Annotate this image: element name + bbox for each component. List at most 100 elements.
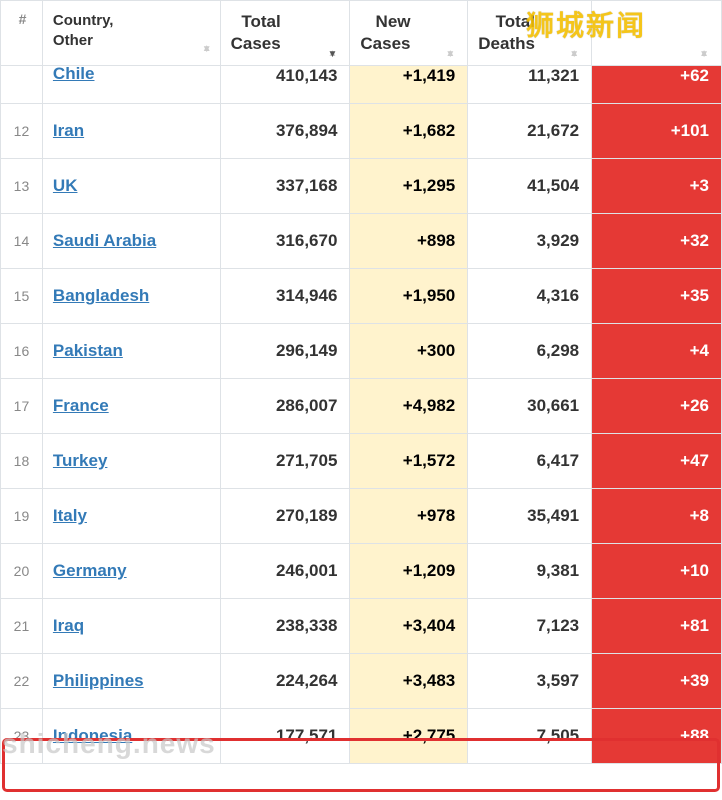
- cell-country: Philippines: [42, 654, 220, 709]
- cell-total-cases: 270,189: [220, 489, 350, 544]
- cell-country: Iraq: [42, 599, 220, 654]
- cell-rank: 22: [1, 654, 43, 709]
- cell-new-cases: +1,950: [350, 269, 468, 324]
- country-link[interactable]: Bangladesh: [53, 286, 149, 305]
- header-new-cases-label: NewCases: [360, 11, 410, 55]
- country-link[interactable]: Turkey: [53, 451, 108, 470]
- country-link[interactable]: Saudi Arabia: [53, 231, 156, 250]
- sort-icon: ▲▼: [569, 54, 579, 55]
- table-row: 14Saudi Arabia316,670+8983,929+32: [1, 214, 722, 269]
- cell-rank: 19: [1, 489, 43, 544]
- cell-total-deaths: 30,661: [468, 379, 592, 434]
- cell-total-cases: 314,946: [220, 269, 350, 324]
- cell-total-deaths: 6,298: [468, 324, 592, 379]
- cell-new-cases: +898: [350, 214, 468, 269]
- cell-total-deaths: 3,597: [468, 654, 592, 709]
- cell-new-deaths: +3: [592, 159, 722, 214]
- cell-total-deaths: 11,321: [468, 66, 592, 104]
- cell-new-deaths: +4: [592, 324, 722, 379]
- cell-country: Saudi Arabia: [42, 214, 220, 269]
- table-row: 23Indonesia177,571+2,7757,505+88: [1, 709, 722, 764]
- cell-rank: 18: [1, 434, 43, 489]
- header-total-deaths-label: TotalDeaths: [478, 11, 535, 55]
- header-rank-label: #: [19, 11, 27, 27]
- cell-total-deaths: 3,929: [468, 214, 592, 269]
- header-country-label: Country,Other: [53, 11, 114, 50]
- header-country[interactable]: Country,Other ▲▼: [42, 1, 220, 66]
- country-link[interactable]: Germany: [53, 561, 127, 580]
- cell-total-cases: 177,571: [220, 709, 350, 764]
- cell-total-cases: 224,264: [220, 654, 350, 709]
- cell-total-cases: 238,338: [220, 599, 350, 654]
- header-total-deaths[interactable]: TotalDeaths ▲▼: [468, 1, 592, 66]
- cell-total-cases: 246,001: [220, 544, 350, 599]
- cell-total-deaths: 7,123: [468, 599, 592, 654]
- cell-rank: 11: [1, 66, 43, 104]
- cell-total-deaths: 7,505: [468, 709, 592, 764]
- cell-new-cases: +978: [350, 489, 468, 544]
- table-row: 12Iran376,894+1,68221,672+101: [1, 104, 722, 159]
- cell-rank: 20: [1, 544, 43, 599]
- cell-new-deaths: +88: [592, 709, 722, 764]
- table-row: 13UK337,168+1,29541,504+3: [1, 159, 722, 214]
- table-row: 22 Philippines 224,264+3,4833,597+39: [1, 654, 722, 709]
- table-row: 16Pakistan296,149+3006,298+4: [1, 324, 722, 379]
- cell-rank: 23: [1, 709, 43, 764]
- cell-total-cases: 376,894: [220, 104, 350, 159]
- cell-new-deaths: +26: [592, 379, 722, 434]
- cell-new-cases: +1,295: [350, 159, 468, 214]
- country-link[interactable]: Iraq: [53, 616, 84, 635]
- header-total-cases-label: TotalCases: [231, 11, 281, 55]
- sort-icon: ▲▼: [699, 54, 709, 55]
- header-rank[interactable]: #: [1, 1, 43, 66]
- cell-new-cases: +4,982: [350, 379, 468, 434]
- cell-total-cases: 271,705: [220, 434, 350, 489]
- table-row: 21Iraq238,338+3,4047,123+81: [1, 599, 722, 654]
- country-link[interactable]: Italy: [53, 506, 87, 525]
- table-row: 19 Italy 270,189+97835,491+8: [1, 489, 722, 544]
- cell-total-cases: 316,670: [220, 214, 350, 269]
- cell-rank: 12: [1, 104, 43, 159]
- cell-new-cases: +300: [350, 324, 468, 379]
- header-new-cases[interactable]: NewCases ▲▼: [350, 1, 468, 66]
- country-link[interactable]: Pakistan: [53, 341, 123, 360]
- cell-new-deaths: +62: [592, 66, 722, 104]
- cell-new-deaths: +35: [592, 269, 722, 324]
- table-row: 20Germany246,001+1,2099,381+10: [1, 544, 722, 599]
- cell-total-deaths: 9,381: [468, 544, 592, 599]
- cell-rank: 17: [1, 379, 43, 434]
- cell-new-cases: +1,572: [350, 434, 468, 489]
- cell-country: Iran: [42, 104, 220, 159]
- cell-new-deaths: +10: [592, 544, 722, 599]
- country-link[interactable]: Chile: [53, 64, 95, 84]
- cell-country: Italy: [42, 489, 220, 544]
- cell-country: Germany: [42, 544, 220, 599]
- cell-new-cases: +3,483: [350, 654, 468, 709]
- cell-total-cases: 296,149: [220, 324, 350, 379]
- header-total-cases[interactable]: TotalCases ▲▼: [220, 1, 350, 66]
- cell-new-deaths: +8: [592, 489, 722, 544]
- country-link[interactable]: Philippines: [53, 671, 144, 690]
- cell-new-deaths: +81: [592, 599, 722, 654]
- sort-icon: ▲▼: [202, 49, 212, 50]
- cell-total-deaths: 4,316: [468, 269, 592, 324]
- cell-total-deaths: 35,491: [468, 489, 592, 544]
- cell-new-deaths: +47: [592, 434, 722, 489]
- table-row: 17France286,007+4,98230,661+26: [1, 379, 722, 434]
- country-link[interactable]: Indonesia: [53, 726, 132, 745]
- cell-country: Indonesia: [42, 709, 220, 764]
- sort-icon: ▲▼: [445, 54, 455, 55]
- country-link[interactable]: UK: [53, 176, 78, 195]
- cell-rank: 13: [1, 159, 43, 214]
- cell-new-cases: +1,419: [350, 66, 468, 104]
- country-link[interactable]: France: [53, 396, 109, 415]
- table-row: 18 Turkey 271,705+1,5726,417+47: [1, 434, 722, 489]
- table-header-row: # Country,Other ▲▼ TotalCases ▲▼ NewCase…: [1, 1, 722, 66]
- country-link[interactable]: Iran: [53, 121, 84, 140]
- header-new-deaths[interactable]: NewDeaths ▲▼: [592, 1, 722, 66]
- cell-country: Chile: [42, 66, 220, 104]
- cell-country: Pakistan: [42, 324, 220, 379]
- cell-total-deaths: 6,417: [468, 434, 592, 489]
- header-new-deaths-label: NewDeaths: [602, 11, 659, 55]
- cell-new-deaths: +39: [592, 654, 722, 709]
